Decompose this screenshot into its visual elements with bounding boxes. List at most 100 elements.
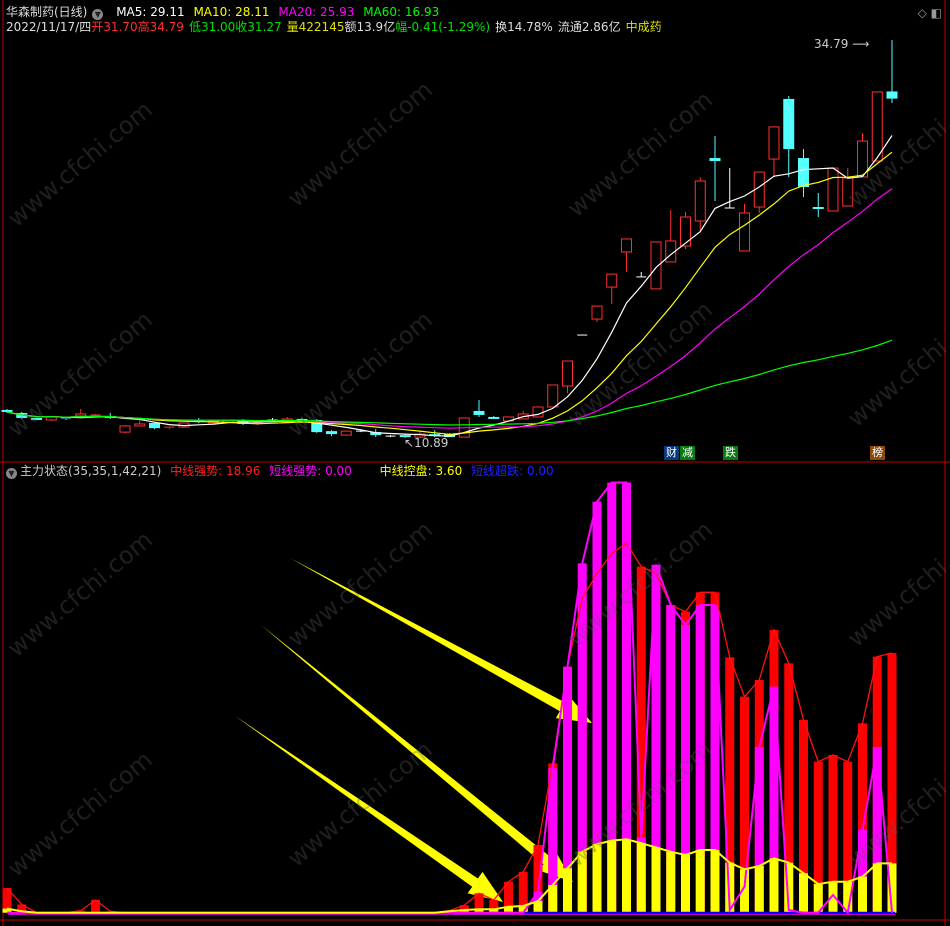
mid-control-bar [651,847,661,913]
mid-control-bar [887,863,897,913]
candle-body [149,422,160,429]
candle [621,238,632,272]
candle-body [871,91,883,162]
candle [473,399,485,417]
mid-control-bar [504,906,513,913]
mid-strength-bar [799,719,808,913]
panel-toggle-icon[interactable]: ◧ [930,6,942,20]
mid-control-bar [474,909,484,913]
candle-body [370,432,382,436]
annotation-arrow [290,558,592,723]
short-strength-bar [710,604,720,913]
indicator-short-oversold: 短线超跌: 0.00 [471,464,554,478]
mid-strength-bar [784,663,794,913]
low-price-label: ↖10.89 [404,436,448,450]
candlestick-series [1,40,898,438]
moving-average-lines [6,135,893,437]
sector-link[interactable]: 中成药 [625,20,662,34]
candle [562,360,573,393]
candle [709,136,721,202]
ma5-line [6,135,893,437]
event-mark-finance[interactable]: 财 [664,446,679,460]
candle [857,133,868,178]
mid-control-bar [710,849,720,913]
mid-strength-bar [740,696,749,913]
candle-body [768,126,780,160]
dropdown-icon[interactable]: ▼ [92,9,104,20]
arrow-right-icon: ⟶ [852,37,870,51]
candle-body [739,212,750,252]
candle [783,95,795,178]
volume: 量422145 [286,20,345,34]
candle-body [31,417,42,420]
float-shares: 流通2.86亿 [557,20,621,34]
candle [31,417,42,420]
short-strength-bar [681,625,690,913]
ma20-line [6,188,893,429]
short-strength-bar [872,746,882,913]
candle-body [827,167,839,212]
mid-control-bar [725,862,735,913]
mid-strength-bar [17,904,27,913]
mid-strength-bar [887,652,897,913]
mid-control-bar [858,876,867,913]
arrow-left-icon: ↖ [404,436,415,450]
low: 低31.00 [188,20,236,34]
candle [827,167,839,212]
mid-control-bar [577,851,587,913]
candle [488,415,500,419]
amount: 额13.9亿 [344,20,396,34]
candle [606,273,618,305]
candle-body [119,425,131,433]
mid-control-bar [607,840,617,913]
indicator-bars [2,481,897,915]
candle [311,418,323,434]
indicator-mid-strength: 中线强势: 18.96 [170,464,261,478]
diamond-icon[interactable]: ◇ [917,6,927,20]
candle-body [694,180,706,222]
event-mark-fall[interactable]: 跌 [723,446,738,460]
mid-strength-bar [843,761,853,913]
candle-body [798,158,809,188]
candle [768,126,780,178]
candle [650,241,662,290]
event-mark-reduce[interactable]: 减 [680,446,695,460]
short-strength-bar [695,604,705,913]
short-strength-bar [858,829,867,913]
mid-control-bar [563,868,572,913]
short-strength-bar [548,768,558,913]
mid-control-bar [799,873,808,913]
candle [739,204,750,252]
high: 高34.79 [137,20,184,34]
stock-name: 华森制药(日线) [6,5,88,19]
short-strength-bar [651,564,661,913]
short-strength-bar [666,604,676,913]
ma60-line [6,339,893,426]
candle [753,171,765,213]
dropdown-icon[interactable]: ▼ [6,468,17,479]
mid-strength-bar [533,845,543,913]
mid-control-bar [695,849,705,913]
mid-strength-bar [76,910,86,913]
indicator-name[interactable]: 主力状态(35,35,1,42,21) [20,464,162,478]
candle [798,149,809,198]
ma20-value: MA20: 25.93 [278,5,355,19]
mid-control-bar [636,843,646,913]
short-strength-bar [769,686,779,913]
candle [871,91,883,162]
mid-control-bar [769,858,779,913]
annotation-arrow [235,716,503,902]
candle-body [591,305,603,320]
candle-body [562,360,573,387]
mid-control-bar [518,905,528,913]
turnover: 换14.78% [495,20,553,34]
candle [385,435,396,438]
candle [75,408,87,417]
mid-control-bar [784,862,794,913]
window-controls: ◇ ◧ [918,6,942,20]
mid-strength-bar [518,871,528,913]
event-mark-list[interactable]: 榜 [870,446,885,460]
candle-body [134,423,146,427]
